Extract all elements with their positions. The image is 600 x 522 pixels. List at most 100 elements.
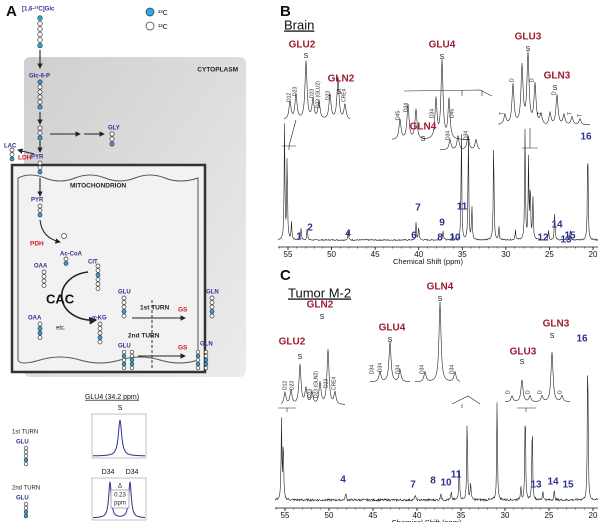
carbon: [203, 353, 209, 359]
group-label: GLU4: [379, 323, 406, 334]
inset-peak: [93, 419, 145, 457]
inset-peak: [93, 481, 145, 519]
label: LAC: [4, 144, 17, 150]
carbon: [95, 281, 101, 287]
peak-number: 9: [439, 218, 445, 229]
multiplicity: S: [337, 89, 342, 96]
inset-box: [91, 477, 147, 521]
line-label: D23: [289, 381, 295, 390]
multiplicity: S: [526, 46, 531, 53]
carbon: [37, 321, 43, 327]
line-label: D23: [323, 379, 329, 388]
carbon: [109, 136, 115, 142]
carbon: [41, 269, 47, 275]
peak-number: 13: [560, 235, 572, 246]
carbon: [129, 365, 135, 371]
peak-number: 15: [564, 231, 576, 242]
line-label: D34: [445, 131, 451, 140]
label: [1,6-¹³C]Glc: [22, 6, 55, 13]
x-tick-label: 45: [369, 511, 378, 520]
line-label: D34: [395, 365, 401, 374]
x-tick-label: 40: [414, 250, 423, 259]
peak-number: 15: [562, 480, 574, 491]
peak-number: 10: [440, 478, 452, 489]
group-label: GLN4: [410, 122, 437, 133]
x-tick-label: 35: [458, 250, 467, 259]
group-label: GLN2: [328, 74, 355, 85]
line-label: D: [509, 78, 515, 82]
carbon: [37, 130, 43, 136]
carbon: [23, 457, 29, 463]
carbon: [121, 349, 127, 355]
x-tick-label: 45: [371, 250, 380, 259]
peak-number: 11: [451, 470, 462, 481]
carbon: [97, 330, 103, 336]
line-label: D: [505, 390, 511, 394]
multiplicity: S: [421, 136, 426, 143]
carbon: [23, 453, 29, 459]
pdh-arrow: [39, 219, 61, 244]
carbon: [37, 37, 43, 43]
carbon: [37, 335, 43, 340]
carbon: [129, 357, 135, 363]
line-label: CRE4: [341, 88, 347, 102]
carbon: [129, 353, 135, 359]
carbon: [37, 326, 43, 331]
carbon: [195, 357, 201, 363]
line-label: D23: [309, 89, 315, 98]
line-label: T: [537, 112, 543, 115]
axis-title: Chemical Shift (ppm): [391, 518, 462, 522]
legend-13c: [145, 7, 155, 17]
bracket: [517, 407, 536, 412]
line-label: D: [557, 390, 563, 394]
line-label: T: [499, 112, 505, 115]
carbon: [37, 125, 43, 131]
label: PYR: [31, 198, 44, 204]
line-label: D23 (GLU2): [315, 81, 321, 108]
bracket: [278, 407, 296, 412]
peak-number: 7: [410, 480, 416, 491]
label: GLY: [108, 126, 120, 132]
inset-spectrum: [497, 51, 546, 125]
line-label: D45: [395, 111, 401, 120]
label: GLU: [118, 290, 131, 296]
group-label: GLU2: [289, 40, 316, 51]
label: CIT: [88, 260, 98, 266]
label: GLU: [16, 440, 29, 446]
peak-number: 16: [576, 334, 588, 345]
peak-number: 4: [345, 229, 351, 240]
carbon: [121, 365, 127, 371]
bracket: [522, 128, 538, 149]
line-label: D23: [307, 389, 313, 398]
peak-number: 8: [437, 233, 443, 244]
carbon: [97, 326, 103, 331]
multiplicity: S: [388, 337, 393, 344]
label: CYTOPLASM: [197, 67, 238, 74]
carbon: [37, 208, 43, 213]
bracket: [282, 119, 297, 150]
inset-spectrum: [280, 348, 345, 405]
x-tick-label: 55: [284, 250, 293, 259]
line-label: T: [577, 114, 583, 117]
bracket: [451, 395, 481, 408]
spectrum: [277, 123, 599, 242]
peak-number: 10: [449, 233, 461, 244]
inset-spectrum: [370, 341, 411, 382]
line-label: D45: [449, 109, 455, 118]
label: GLN: [206, 290, 219, 296]
carbon: [209, 309, 215, 314]
line-label: D34: [369, 365, 375, 374]
carbon: [121, 295, 127, 301]
line-label: D12: [282, 381, 288, 390]
carbon: [195, 349, 201, 355]
line-label: D23 (GLN2): [313, 371, 319, 398]
carbon: [121, 353, 127, 359]
line-label: D34: [449, 365, 455, 374]
line-label: CRE4: [331, 376, 337, 390]
carbon: [37, 203, 43, 209]
label: B: [280, 3, 291, 20]
multiplicity: S: [304, 53, 309, 60]
label: S: [118, 405, 123, 412]
arrow: [17, 148, 35, 155]
label: GLU: [118, 344, 131, 350]
